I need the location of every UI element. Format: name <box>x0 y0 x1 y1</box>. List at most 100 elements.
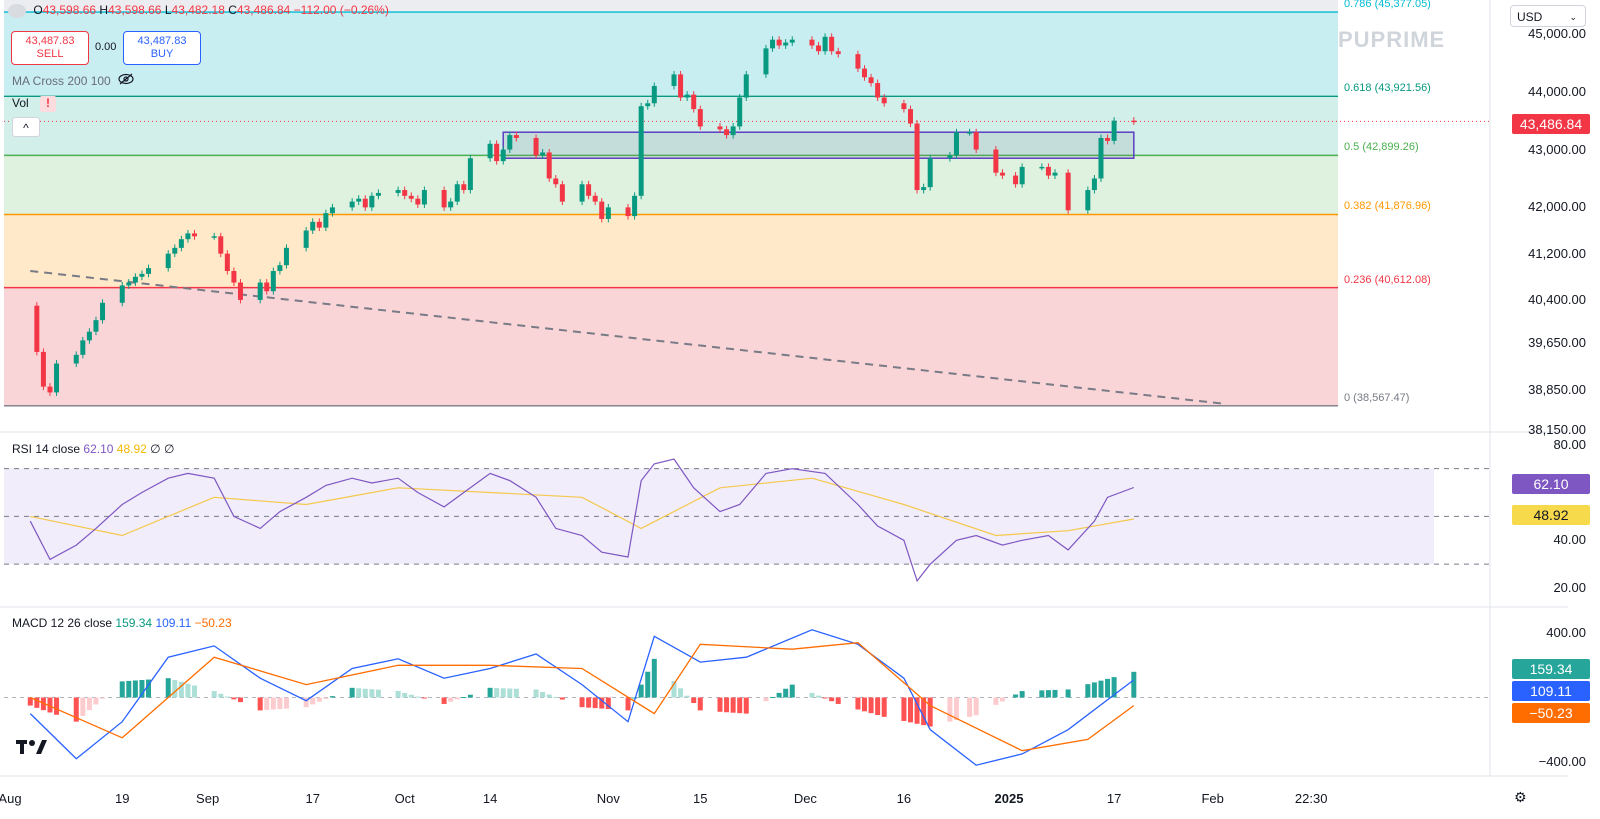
candle-body <box>395 190 401 193</box>
macd-histogram-bar <box>678 688 684 698</box>
macd-histogram-bar <box>586 697 592 708</box>
candle-body <box>953 132 959 156</box>
macd-histogram-bar <box>165 678 171 698</box>
candle-body <box>408 195 414 199</box>
macd-histogram-bar <box>513 688 519 698</box>
candle-body <box>835 51 841 55</box>
tradingview-logo <box>16 738 48 762</box>
price-axis-tick: 41,200.00 <box>1528 245 1586 261</box>
high-label: H <box>99 3 109 17</box>
candle-body <box>1111 120 1117 141</box>
macd-signal-value: −50.23 <box>194 616 232 630</box>
macd-histogram-bar <box>1105 678 1111 698</box>
candle-body <box>592 195 598 202</box>
candle-body <box>921 187 927 191</box>
macd-histogram-bar <box>993 697 999 705</box>
macd-histogram-bar <box>533 689 539 698</box>
candle-body <box>559 184 565 202</box>
candle-body <box>783 42 789 46</box>
fib-level-label: 0 (38,567.47) <box>1344 391 1410 404</box>
macd-histogram-bar <box>546 694 552 698</box>
macd-histogram-bar <box>277 697 283 710</box>
macd-histogram-bar <box>224 696 230 698</box>
macd-histogram-bar <box>763 697 769 702</box>
macd-histogram-bar <box>553 697 559 699</box>
candle-body <box>316 221 322 228</box>
candle-body <box>763 48 769 75</box>
macd-histogram-bar <box>100 697 106 699</box>
candle-body <box>605 207 611 219</box>
open-value: 43,598.66 <box>42 3 97 17</box>
low-label: L <box>164 3 172 17</box>
macd-histogram-bar <box>369 689 375 698</box>
rsi-axis-tick: 80.00 <box>1553 436 1586 452</box>
candle-body <box>1013 175 1019 185</box>
macd-histogram-bar <box>599 697 605 709</box>
candle-body <box>678 74 684 98</box>
collapse-header-icon[interactable] <box>8 3 26 18</box>
macd-histogram-bar <box>1131 671 1137 698</box>
rsi-title: RSI 14 close <box>12 442 81 456</box>
candle-body <box>553 178 559 185</box>
chevron-down-icon: ⌄ <box>1569 12 1577 22</box>
macd-histogram-bar <box>415 696 421 698</box>
time-axis-label: Nov <box>596 791 620 806</box>
rsi-badge: 62.10 <box>1512 474 1590 494</box>
candle-body <box>494 143 500 162</box>
sell-button[interactable]: 43,487.83 SELL <box>11 31 89 65</box>
candle-body <box>671 74 677 86</box>
vol-legend[interactable]: Vol ! <box>12 96 57 112</box>
macd-histogram-bar <box>579 697 585 708</box>
candle-body <box>323 213 329 228</box>
macd-legend[interactable]: MACD 12 26 close 159.34 109.11 −50.23 <box>12 616 232 630</box>
currency-select[interactable]: USD ⌄ <box>1510 5 1586 27</box>
ma-cross-legend[interactable]: MA Cross 200 100 <box>12 73 134 88</box>
macd-histogram-bar <box>73 697 79 722</box>
candle-body <box>999 172 1005 176</box>
candle-body <box>270 270 276 292</box>
settings-gear-icon[interactable]: ⚙ <box>1514 789 1527 805</box>
candle-body <box>822 36 828 52</box>
macd-histogram-bar <box>441 697 447 704</box>
ma-cross-label: MA Cross 200 100 <box>12 74 111 88</box>
candle-body <box>224 253 230 271</box>
candle-body <box>139 273 145 277</box>
macd-hist-value: 159.34 <box>115 616 153 630</box>
macd-histogram-bar <box>362 688 368 698</box>
macd-histogram-bar <box>691 697 697 704</box>
candle-body <box>1065 172 1071 211</box>
rsi-ma-line <box>30 477 1134 537</box>
macd-histogram-bar <box>316 697 322 702</box>
buy-button[interactable]: 43,487.83 BUY <box>123 31 201 65</box>
warning-icon[interactable]: ! <box>40 96 57 112</box>
macd-histogram-bar <box>592 697 598 709</box>
time-axis-label: Sep <box>196 791 220 806</box>
time-axis-label: 22:30 <box>1294 791 1328 806</box>
candle-body <box>1085 190 1091 211</box>
time-axis-label: Dec <box>793 791 817 806</box>
time-axis-label: 17 <box>305 791 320 806</box>
open-label: O <box>33 3 43 17</box>
macd-histogram-bar <box>559 697 565 700</box>
macd-histogram-bar <box>881 697 887 717</box>
candle-body <box>421 190 427 205</box>
candle-body <box>638 106 644 196</box>
candle-body <box>546 152 552 179</box>
fib-level-label: 0.618 (43,921.56) <box>1344 82 1431 95</box>
macd-line-value: 109.11 <box>155 616 192 630</box>
candle-body <box>461 184 467 191</box>
buy-price: 43,487.83 <box>137 35 187 47</box>
candle-body <box>119 285 125 303</box>
candle-body <box>54 363 60 393</box>
macd-histogram-bar <box>132 680 138 698</box>
collapse-legend-button[interactable]: ^ <box>12 117 40 137</box>
rsi-legend[interactable]: RSI 14 close 62.10 48.92 ∅ ∅ <box>12 442 174 456</box>
puprime-logo: PUPRIME <box>1338 27 1446 52</box>
candle-body <box>237 282 243 300</box>
macd-histogram-bar <box>737 697 743 714</box>
hidden-eye-icon[interactable] <box>118 73 134 88</box>
price-axis-tick: 42,000.00 <box>1528 199 1586 215</box>
candle-body <box>349 201 355 208</box>
macd-histogram-bar <box>1039 690 1045 698</box>
